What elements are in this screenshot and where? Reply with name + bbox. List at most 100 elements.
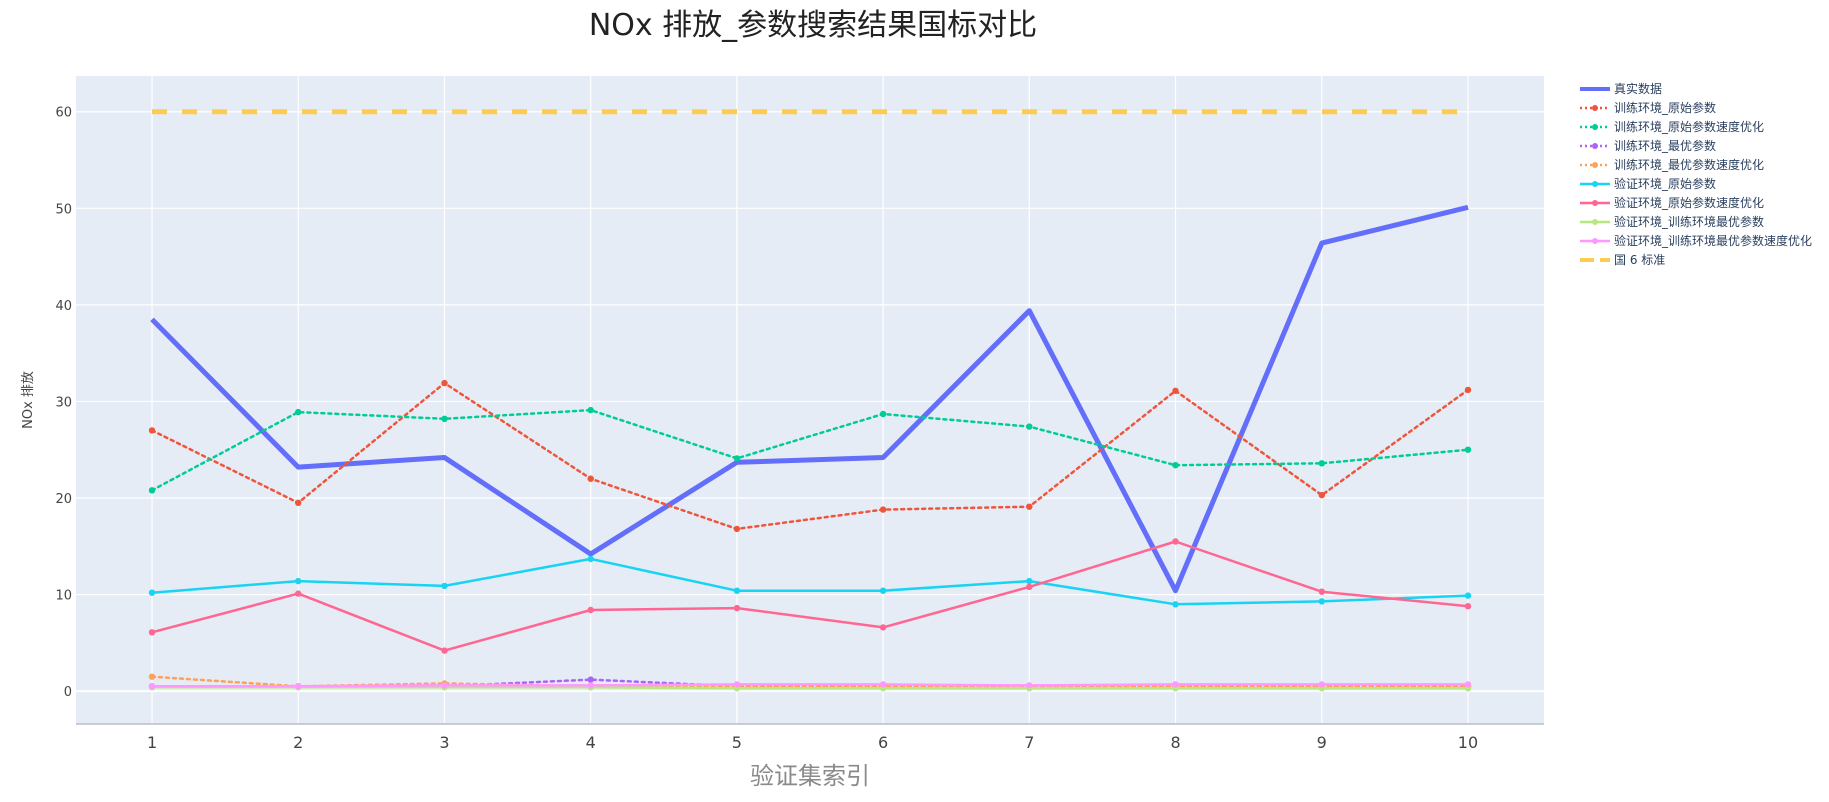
y-tick-label: 20 (55, 492, 72, 507)
data-point (1172, 681, 1178, 687)
y-tick-label: 30 (55, 395, 72, 410)
legend: 真实数据训练环境_原始参数训练环境_原始参数速度优化训练环境_最优参数训练环境_… (1580, 81, 1812, 267)
legend-item[interactable]: 训练环境_原始参数 (1580, 100, 1716, 115)
data-point (588, 676, 594, 682)
chart-title: NOx 排放_参数搜索结果国标对比 (589, 8, 1037, 43)
data-point (1172, 388, 1178, 394)
data-point (441, 647, 447, 653)
legend-label: 训练环境_原始参数 (1614, 100, 1716, 115)
legend-marker (1592, 124, 1598, 130)
legend-item[interactable]: 验证环境_训练环境最优参数速度优化 (1580, 233, 1812, 248)
data-point (1465, 387, 1471, 393)
data-point (149, 590, 155, 596)
x-tick-label: 4 (586, 733, 596, 752)
y-tick-label: 10 (55, 589, 72, 604)
x-tick-label: 8 (1170, 733, 1180, 752)
data-point (1319, 589, 1325, 595)
legend-item[interactable]: 训练环境_原始参数速度优化 (1580, 119, 1764, 134)
series-line (152, 687, 1468, 688)
data-point (1319, 460, 1325, 466)
legend-marker (1592, 143, 1598, 149)
data-point (1026, 682, 1032, 688)
data-point (588, 407, 594, 413)
legend-marker (1592, 105, 1598, 111)
data-point (441, 380, 447, 386)
y-tick-label: 40 (55, 299, 72, 314)
legend-label: 验证环境_训练环境最优参数速度优化 (1614, 233, 1812, 248)
x-tick-label: 2 (293, 733, 303, 752)
data-point (1172, 462, 1178, 468)
data-point (295, 409, 301, 415)
data-point (1319, 598, 1325, 604)
data-point (1172, 601, 1178, 607)
data-point (1026, 504, 1032, 510)
data-point (441, 583, 447, 589)
legend-marker (1592, 162, 1598, 168)
legend-label: 训练环境_最优参数速度优化 (1614, 157, 1764, 172)
legend-marker (1592, 219, 1598, 225)
x-tick-label: 6 (878, 733, 888, 752)
legend-item[interactable]: 验证环境_原始参数速度优化 (1580, 195, 1764, 210)
legend-item[interactable]: 验证环境_原始参数 (1580, 176, 1716, 191)
data-point (588, 682, 594, 688)
legend-marker (1592, 238, 1598, 244)
legend-item[interactable]: 真实数据 (1580, 81, 1662, 96)
x-tick-label: 9 (1317, 733, 1327, 752)
data-point (441, 416, 447, 422)
data-point (149, 674, 155, 680)
data-point (1465, 592, 1471, 598)
legend-item[interactable]: 训练环境_最优参数速度优化 (1580, 157, 1764, 172)
legend-label: 验证环境_原始参数速度优化 (1614, 195, 1764, 210)
data-point (734, 455, 740, 461)
data-point (1319, 492, 1325, 498)
legend-label: 真实数据 (1614, 81, 1662, 96)
legend-item[interactable]: 国 6 标准 (1580, 253, 1665, 267)
plot-area (76, 76, 1544, 724)
data-point (149, 629, 155, 635)
data-point (880, 506, 886, 512)
legend-item[interactable]: 训练环境_最优参数 (1580, 138, 1716, 153)
y-tick-label: 0 (64, 685, 72, 700)
data-point (588, 476, 594, 482)
data-point (734, 588, 740, 594)
data-point (295, 500, 301, 506)
legend-label: 国 6 标准 (1614, 253, 1665, 267)
x-tick-label: 3 (439, 733, 449, 752)
data-point (295, 683, 301, 689)
data-point (149, 487, 155, 493)
data-point (295, 578, 301, 584)
data-point (1465, 447, 1471, 453)
data-point (1026, 423, 1032, 429)
data-point (734, 681, 740, 687)
legend-marker (1592, 181, 1598, 187)
data-point (295, 590, 301, 596)
data-point (1026, 578, 1032, 584)
y-axis-title: NOx 排放 (21, 371, 36, 429)
legend-label: 训练环境_最优参数 (1614, 138, 1716, 153)
y-tick-label: 50 (55, 202, 72, 217)
data-point (880, 588, 886, 594)
data-point (588, 607, 594, 613)
data-point (1465, 603, 1471, 609)
data-point (149, 427, 155, 433)
legend-label: 验证环境_训练环境最优参数 (1614, 214, 1764, 229)
legend-marker (1592, 200, 1598, 206)
data-point (149, 683, 155, 689)
y-tick-label: 60 (55, 106, 72, 121)
x-tick-label: 7 (1024, 733, 1034, 752)
data-point (441, 682, 447, 688)
data-point (1172, 538, 1178, 544)
data-point (880, 624, 886, 630)
legend-label: 训练环境_原始参数速度优化 (1614, 119, 1764, 134)
data-point (588, 556, 594, 562)
legend-item[interactable]: 验证环境_训练环境最优参数 (1580, 214, 1764, 229)
data-point (734, 526, 740, 532)
data-point (880, 681, 886, 687)
data-point (1026, 584, 1032, 590)
x-tick-label: 5 (732, 733, 742, 752)
legend-label: 验证环境_原始参数 (1614, 176, 1716, 191)
x-tick-label: 10 (1458, 733, 1478, 752)
data-point (1319, 681, 1325, 687)
